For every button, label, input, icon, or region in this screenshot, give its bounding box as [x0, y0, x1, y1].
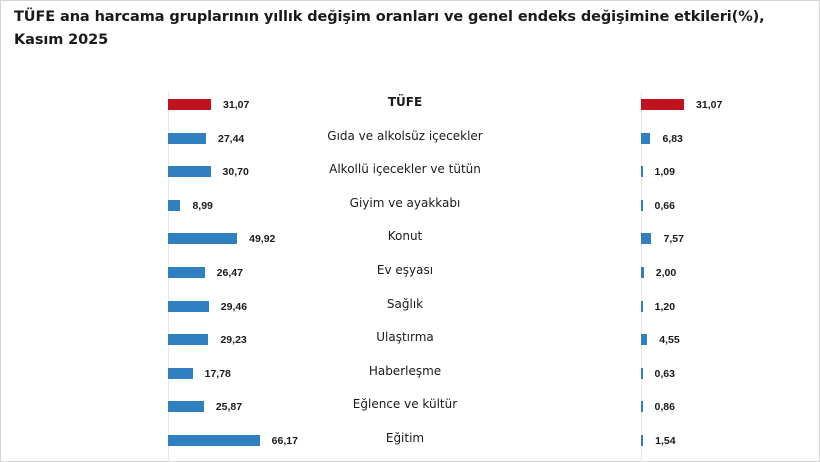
index-contribution-value: 0,66: [654, 199, 675, 212]
annual-change-bar: [168, 166, 211, 178]
annual-change-value: 17,78: [204, 367, 231, 380]
chart-row: 26,47 Ev eşyası 2,00: [0, 263, 820, 283]
annual-change-bar: [168, 132, 206, 144]
chart-row: 31,07 TÜFE 31,07: [0, 95, 820, 115]
index-contribution-bar: [641, 233, 652, 245]
annual-change-bar: [168, 99, 212, 110]
chart-title: TÜFE ana harcama gruplarının yıllık deği…: [14, 9, 765, 48]
annual-change-bar: [168, 267, 205, 278]
index-contribution-bar: [641, 199, 643, 211]
index-contribution-value: 2,00: [655, 267, 677, 279]
index-contribution-bar: [641, 300, 643, 312]
chart-row: 8,99 Giyim ve ayakkabı 0,66: [0, 196, 820, 216]
annual-change-value: 27,44: [218, 132, 245, 145]
annual-change-value: 31,07: [223, 99, 250, 111]
annual-change-bar: [168, 435, 260, 446]
chart-row: 25,87 Eğlence ve kültür 0,86: [0, 397, 820, 417]
index-contribution-value: 6,83: [662, 132, 683, 145]
index-contribution-value: 31,07: [696, 99, 723, 111]
category-label: Giyim ve ayakkabı: [349, 195, 461, 210]
annual-change-bar: [168, 233, 238, 245]
category-label: Konut: [387, 229, 423, 244]
index-contribution-bar: [641, 435, 644, 446]
annual-change-value: 30,70: [222, 166, 249, 179]
category-label: Eğlence ve kültür: [352, 397, 458, 412]
index-contribution-value: 1,09: [654, 166, 675, 179]
category-label: TÜFE: [387, 95, 423, 109]
annual-change-value: 26,47: [216, 267, 243, 279]
annual-change-value: 29,23: [220, 334, 247, 347]
annual-change-value: 66,17: [271, 435, 298, 447]
annual-change-bar: [168, 300, 209, 312]
annual-change-bar: [168, 334, 209, 346]
index-contribution-value: 0,63: [654, 367, 675, 380]
chart-row: 66,17 Eğitim 1,54: [0, 431, 820, 451]
index-contribution-value: 1,20: [654, 300, 676, 313]
chart-row: 29,46 Sağlık 1,20: [0, 297, 820, 317]
chart-row: 27,44 Gıda ve alkolsüz içecekler 6,83: [0, 129, 820, 149]
chart-row: 49,92 Konut 7,57: [0, 229, 820, 249]
annual-change-value: 8,99: [192, 199, 213, 212]
chart-row: 30,70 Alkollü içecekler ve tütün 1,09: [0, 162, 820, 182]
category-label: Gıda ve alkolsüz içecekler: [327, 128, 483, 143]
index-contribution-bar: [641, 99, 685, 110]
annual-change-bar: [168, 199, 181, 211]
category-label: Sağlık: [386, 296, 424, 311]
index-contribution-bar: [641, 132, 651, 144]
index-contribution-value: 1,54: [655, 435, 676, 447]
index-contribution-bar: [641, 367, 643, 379]
index-contribution-bar: [641, 401, 643, 413]
annual-change-value: 49,92: [249, 233, 276, 246]
index-contribution-value: 0,86: [654, 401, 675, 414]
chart-row: 29,23 Ulaştırma 4,55: [0, 330, 820, 350]
category-label: Ulaştırma: [376, 330, 434, 345]
annual-change-value: 25,87: [215, 401, 243, 414]
index-contribution-bar: [641, 334, 648, 346]
category-label: Alkollü içecekler ve tütün: [329, 162, 481, 177]
category-label: Eğitim: [385, 431, 425, 445]
index-contribution-bar: [641, 267, 644, 278]
index-contribution-bar: [641, 166, 643, 178]
annual-change-bar: [168, 367, 193, 379]
annual-change-bar: [168, 401, 204, 413]
annual-change-value: 29,46: [220, 300, 248, 313]
index-contribution-value: 4,55: [659, 334, 680, 347]
category-label: Haberleşme: [368, 363, 442, 378]
chart-row: 17,78 Haberleşme 0,63: [0, 364, 820, 384]
index-contribution-value: 7,57: [663, 233, 684, 246]
category-label: Ev eşyası: [376, 263, 434, 277]
